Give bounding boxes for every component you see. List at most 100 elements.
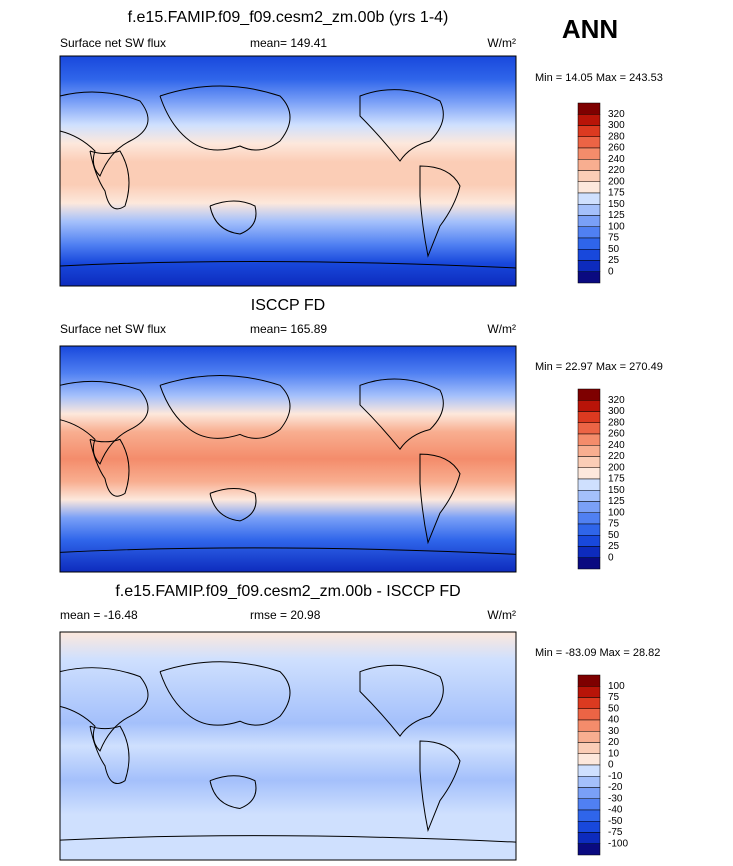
colorbar-label: 175 xyxy=(608,188,625,199)
colorbar-box xyxy=(577,249,601,261)
colorbar-box xyxy=(577,809,601,822)
colorbar-label: 50 xyxy=(608,530,620,541)
colorbar-box xyxy=(577,445,601,457)
colorbar-box xyxy=(577,697,601,709)
colorbar-label: 75 xyxy=(608,519,620,530)
colorbar-label: 25 xyxy=(608,255,620,266)
colorbar-label: -40 xyxy=(608,805,623,816)
colorbar-box xyxy=(577,764,601,777)
colorbar-box xyxy=(577,102,601,115)
colorbar-box xyxy=(577,708,601,721)
colorbar-label: 125 xyxy=(608,210,625,221)
colorbar-label: 240 xyxy=(608,440,625,451)
colorbar-label: 175 xyxy=(608,474,625,485)
panel-title: f.e15.FAMIP.f09_f09.cesm2_zm.00b (yrs 1-… xyxy=(128,9,449,26)
colorbar-label: 10 xyxy=(608,748,620,759)
colorbar-box xyxy=(577,147,601,160)
colorbar-box xyxy=(577,125,601,137)
colorbar-label: 220 xyxy=(608,451,625,462)
colorbar-box xyxy=(577,237,601,250)
colorbar-box xyxy=(577,388,601,401)
colorbar-box xyxy=(577,557,601,570)
colorbar-label: 50 xyxy=(608,703,620,714)
colorbar-box xyxy=(577,821,601,833)
colorbar-box xyxy=(577,204,601,216)
colorbar-box xyxy=(577,170,601,182)
min-max-label: Min = 14.05 Max = 243.53 xyxy=(535,72,663,84)
map-frame xyxy=(59,345,517,573)
colorbar-label: 280 xyxy=(608,417,625,428)
colorbar-label: 280 xyxy=(608,131,625,142)
colorbar-box xyxy=(577,843,601,856)
colorbar-label: 240 xyxy=(608,154,625,165)
colorbar-box xyxy=(577,832,601,844)
units-label: W/m² xyxy=(487,322,516,336)
colorbar-box xyxy=(577,512,601,525)
colorbar-label: 100 xyxy=(608,221,625,232)
colorbar-box xyxy=(577,787,601,799)
colorbar-label: 0 xyxy=(608,760,614,771)
colorbar-box xyxy=(577,478,601,491)
colorbar-label: 200 xyxy=(608,176,625,187)
colorbar-box xyxy=(577,422,601,435)
colorbar-label: -20 xyxy=(608,782,623,793)
colorbar-label: -10 xyxy=(608,771,623,782)
colorbar-box xyxy=(577,271,601,284)
colorbar-box xyxy=(577,546,601,558)
colorbar-label: 30 xyxy=(608,726,620,737)
colorbar-box xyxy=(577,686,601,698)
colorbar-label: 300 xyxy=(608,406,625,417)
colorbar-box xyxy=(577,731,601,743)
left-label: Surface net SW flux xyxy=(60,322,166,336)
colorbar-box xyxy=(577,798,601,811)
colorbar-label: 320 xyxy=(608,109,625,120)
colorbar-box xyxy=(577,136,601,149)
colorbar-box xyxy=(577,719,601,732)
map-field xyxy=(60,632,516,860)
season-label: ANN xyxy=(562,14,618,44)
colorbar-box xyxy=(577,490,601,502)
colorbar-label: 220 xyxy=(608,165,625,176)
colorbar-label: 200 xyxy=(608,462,625,473)
colorbar-label: 300 xyxy=(608,120,625,131)
colorbar-box xyxy=(577,501,601,513)
colorbar-box xyxy=(577,400,601,412)
colorbar-box xyxy=(577,467,601,480)
panel-title: f.e15.FAMIP.f09_f09.cesm2_zm.00b - ISCCP… xyxy=(115,583,460,600)
colorbar-box xyxy=(577,674,601,687)
center-label: mean= 165.89 xyxy=(250,322,327,336)
min-max-label: Min = 22.97 Max = 270.49 xyxy=(535,361,663,373)
colorbar-box xyxy=(577,535,601,547)
units-label: W/m² xyxy=(487,608,516,622)
colorbar-label: 75 xyxy=(608,233,620,244)
colorbar-label: -100 xyxy=(608,838,628,849)
colorbar-box xyxy=(577,753,601,766)
colorbar-box xyxy=(577,159,601,171)
min-max-label: Min = -83.09 Max = 28.82 xyxy=(535,647,660,659)
colorbar-box xyxy=(577,433,601,446)
colorbar-label: 50 xyxy=(608,244,620,255)
colorbar-label: -30 xyxy=(608,793,623,804)
colorbar-box xyxy=(577,411,601,423)
colorbar-label: -50 xyxy=(608,816,623,827)
colorbar-label: 20 xyxy=(608,737,620,748)
left-label: Surface net SW flux xyxy=(60,36,166,50)
colorbar-label: 25 xyxy=(608,541,620,552)
colorbar-box xyxy=(577,456,601,468)
colorbar-box xyxy=(577,776,601,788)
colorbar-box xyxy=(577,523,601,536)
colorbar-box xyxy=(577,260,601,272)
map-frame xyxy=(59,631,517,861)
colorbar-label: 125 xyxy=(608,496,625,507)
colorbar-label: 260 xyxy=(608,429,625,440)
colorbar-box xyxy=(577,192,601,205)
colorbar-box xyxy=(577,215,601,227)
center-label: mean= 149.41 xyxy=(250,36,327,50)
colorbar-box xyxy=(577,114,601,126)
map-frame xyxy=(59,55,517,287)
colorbar-label: 260 xyxy=(608,143,625,154)
panel-title: ISCCP FD xyxy=(251,297,325,314)
colorbar-label: 0 xyxy=(608,552,614,563)
colorbar-box xyxy=(577,226,601,239)
